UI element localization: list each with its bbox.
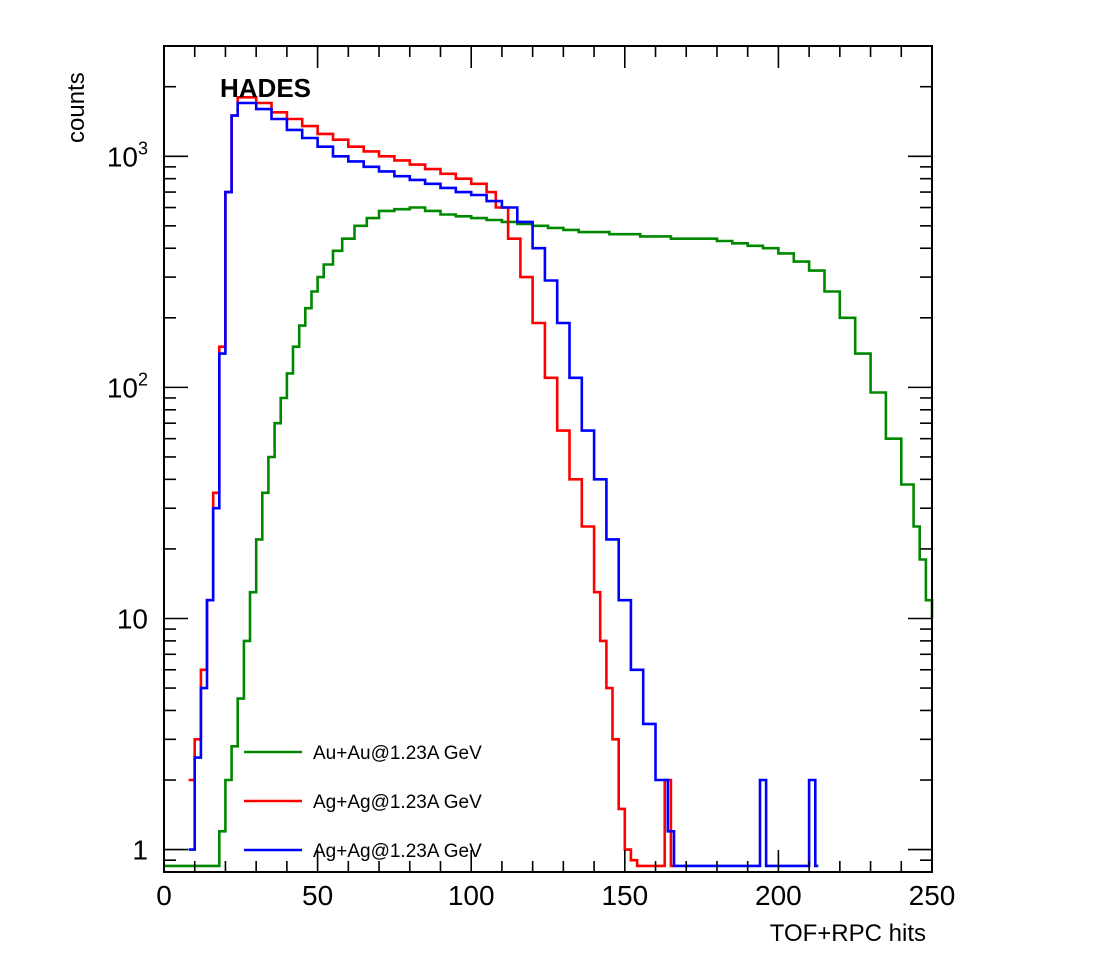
y-tick-label: 103: [107, 138, 148, 172]
x-tick-label: 150: [601, 880, 648, 911]
x-tick-label: 100: [448, 880, 495, 911]
plot-frame: [163, 45, 933, 873]
legend-label-1: Ag+Ag@1.23A GeV: [313, 792, 482, 813]
y-axis-ticks: [164, 45, 932, 873]
y-tick-label: 10: [117, 603, 148, 634]
plot-series-group: [164, 96, 934, 868]
x-tick-label: 200: [755, 880, 802, 911]
x-axis-title: TOF+RPC hits: [770, 920, 926, 947]
x-tick-label: 50: [302, 880, 333, 911]
legend-label-2: Ag+Ag@1.23A GeV: [313, 841, 482, 862]
legend-label-0: Au+Au@1.23A GeV: [313, 743, 482, 764]
series-line-0: [164, 206, 934, 868]
y-tick-label: 102: [107, 369, 148, 403]
x-tick-label: 250: [909, 880, 956, 911]
series-line-2: [188, 101, 819, 868]
x-tick-label: 0: [156, 880, 172, 911]
y-tick-label: 1: [132, 835, 148, 866]
y-axis-title: counts: [63, 72, 90, 143]
x-axis-ticks: [163, 46, 933, 872]
legend: Au+Au@1.23A GeV Ag+Ag@1.23A GeV Ag+Ag@1.23…: [244, 743, 482, 862]
hades-label: HADES: [220, 73, 311, 103]
y-axis-tick-labels: 1 10 102 103: [107, 138, 148, 865]
x-axis-tick-labels: 0 50 100 150 200 250: [156, 880, 955, 911]
